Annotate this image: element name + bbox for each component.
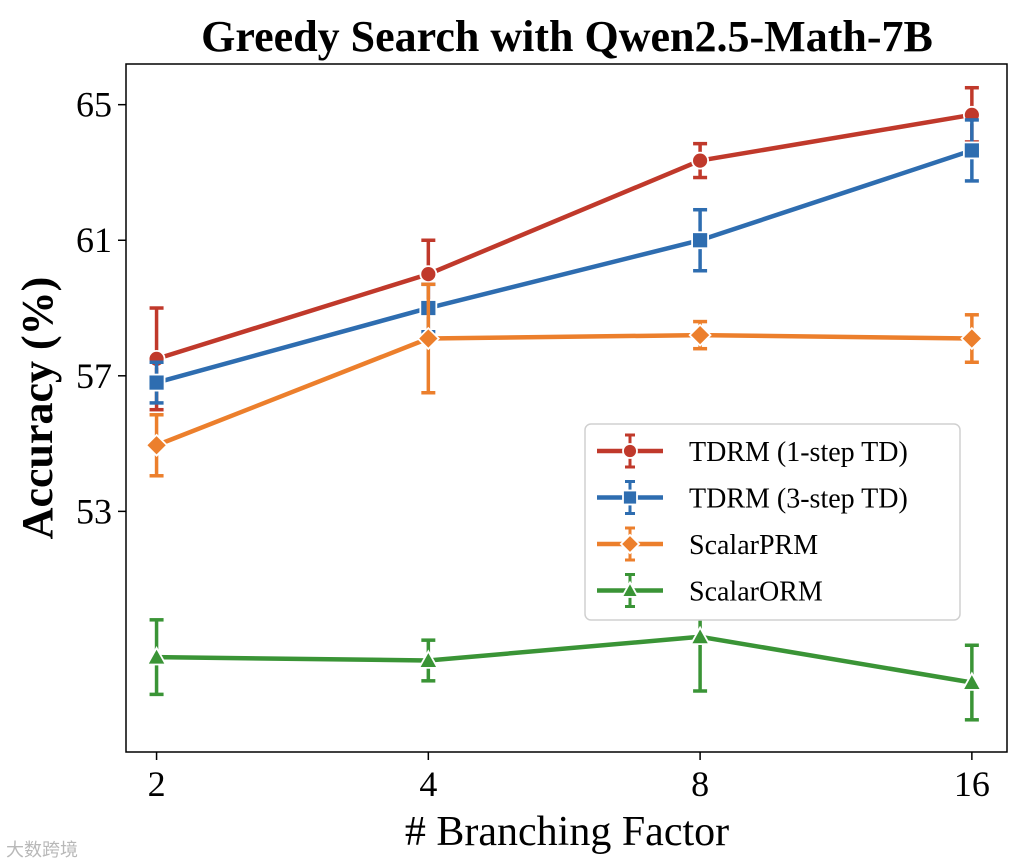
triangle-marker (417, 649, 440, 669)
x-tick-label: 4 (419, 764, 437, 804)
square-marker (691, 231, 709, 250)
x-axis-label: # Branching Factor (405, 809, 729, 855)
circle-marker (691, 151, 709, 170)
y-axis: 53 57 61 65 (76, 85, 126, 531)
square-marker (962, 141, 981, 160)
legend-label: ScalarPRM (689, 530, 818, 561)
square-marker (147, 373, 166, 392)
y-tick-label: 61 (76, 220, 112, 260)
legend-entry-3: ScalarORM (597, 573, 823, 608)
square-marker (622, 489, 638, 506)
diamond-marker (144, 433, 169, 457)
watermark: 大数跨境 (6, 840, 78, 861)
legend-label: ScalarORM (689, 577, 823, 608)
series-layer (144, 85, 984, 722)
series-line (155, 148, 973, 385)
x-tick-label: 16 (954, 764, 990, 804)
triangle-marker (961, 671, 983, 691)
triangle-marker (689, 625, 711, 646)
series-0 (147, 85, 981, 412)
legend-box (584, 423, 961, 621)
legend-entry-1: TDRM (3-step TD) (597, 480, 908, 515)
x-tick-label: 2 (148, 764, 166, 804)
triangle-marker (145, 646, 168, 666)
legend-label: TDRM (3-step TD) (689, 484, 908, 515)
diamond-marker (960, 326, 984, 351)
legend-entry-0: TDRM (1-step TD) (597, 433, 908, 469)
series-line (156, 634, 973, 685)
legend-label: TDRM (1-step TD) (689, 437, 908, 468)
legend-entry-2: ScalarPRM (597, 526, 818, 562)
diamond-marker (619, 533, 641, 555)
circle-marker (622, 443, 638, 459)
y-tick-label: 53 (76, 491, 112, 531)
y-tick-label: 65 (76, 85, 112, 125)
series-line (155, 332, 972, 448)
plot-frame (125, 63, 1008, 753)
diamond-marker (416, 326, 441, 351)
x-axis: 2 4 8 16 (148, 752, 990, 804)
series-2 (144, 282, 984, 478)
legend: TDRM (1-step TD) TDRM (3-step TD) ScalarPR… (584, 423, 961, 621)
circle-marker (419, 265, 438, 284)
series-line (155, 112, 973, 362)
diamond-marker (688, 323, 712, 347)
y-axis-label: Accuracy (%) (13, 277, 62, 540)
y-tick-label: 57 (76, 356, 112, 396)
x-tick-label: 8 (691, 764, 709, 804)
chart-title: Greedy Search with Qwen2.5-Math-7B (201, 12, 933, 61)
triangle-marker (620, 580, 640, 598)
series-1 (147, 118, 981, 405)
